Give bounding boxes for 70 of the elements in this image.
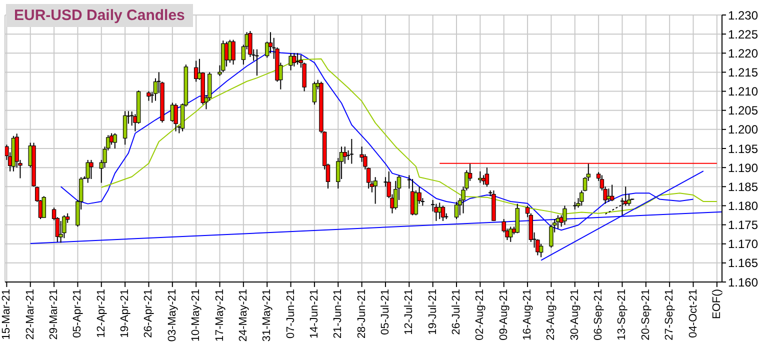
y-tick-label: 1.200 xyxy=(728,122,758,137)
candlestick xyxy=(295,52,300,66)
candlestick xyxy=(342,146,347,164)
candlestick xyxy=(508,226,513,242)
x-tick-label: 09-Aug-21 xyxy=(498,289,510,340)
x-tick-label: 28-Jun-21 xyxy=(356,289,368,339)
x-tick-label: 07-Jun-21 xyxy=(284,289,297,339)
candlestick xyxy=(248,30,252,58)
x-tick-label: EOF() xyxy=(710,289,723,319)
y-tick-label: 1.165 xyxy=(728,256,758,270)
x-tick-label: 31-May-21 xyxy=(261,289,274,342)
x-tick-label: 19-Apr-21 xyxy=(119,289,132,338)
candlestick xyxy=(62,214,66,239)
candlestick xyxy=(610,184,614,202)
candlestick xyxy=(484,167,490,188)
x-tick-label: 30-Aug-21 xyxy=(568,289,581,340)
x-tick-label: 22-Mar-21 xyxy=(24,289,36,340)
candlestick xyxy=(349,138,354,164)
x-tick-label: 26-Apr-21 xyxy=(142,289,155,338)
candlestick xyxy=(112,132,118,149)
x-tick-label: 27-Sep-21 xyxy=(664,289,676,340)
y-tick-label: 1.185 xyxy=(728,180,758,194)
x-tick-label: 13-Sep-21 xyxy=(616,289,628,340)
x-tick-label: 12-Apr-21 xyxy=(95,289,108,338)
candlestick xyxy=(42,196,46,218)
candlestick xyxy=(440,205,446,222)
y-tick-label: 1.210 xyxy=(728,84,758,99)
candlestick xyxy=(146,90,151,102)
candlestick xyxy=(292,52,296,67)
x-tick-label: 19-Jul-21 xyxy=(426,289,439,335)
candlestick xyxy=(312,81,317,106)
y-tick-label: 1.175 xyxy=(728,218,758,232)
candlestick xyxy=(254,48,260,76)
candlestick xyxy=(89,159,94,180)
x-tick-label: 10-May-21 xyxy=(190,289,202,342)
x-tick-label: 03-May-21 xyxy=(166,289,178,342)
x-tick-label: 20-Sep-21 xyxy=(640,289,652,340)
y-tick-label: 1.180 xyxy=(728,198,758,213)
y-tick-label: 1.215 xyxy=(728,65,758,80)
x-tick-label: 26-Jul-21 xyxy=(450,289,463,335)
candlestick xyxy=(86,159,90,184)
x-tick-label: 05-Apr-21 xyxy=(72,289,84,338)
y-tick-label: 1.160 xyxy=(728,275,758,290)
chart-title: EUR-USD Daily Candles xyxy=(6,4,193,27)
x-tick-label: 12-Jul-21 xyxy=(403,289,416,335)
x-tick-label: 23-Aug-21 xyxy=(545,289,558,340)
x-tick-label: 04-Oct-21 xyxy=(687,289,700,338)
x-tick-label: 16-Aug-21 xyxy=(522,289,534,340)
x-tick-label: 05-Jul-21 xyxy=(379,289,392,335)
y-tick-label: 1.220 xyxy=(728,46,758,60)
y-tick-label: 1.195 xyxy=(728,142,758,156)
candlestick xyxy=(122,110,128,146)
candlestick xyxy=(174,102,178,132)
y-tick-label: 1.190 xyxy=(728,160,758,175)
x-tick-label: 24-May-21 xyxy=(237,289,250,342)
candlestick xyxy=(454,201,459,220)
x-tick-label: 14-Jun-21 xyxy=(308,289,320,339)
candlestick xyxy=(538,243,544,258)
x-tick-label: 02-Aug-21 xyxy=(474,289,486,340)
y-tick-label: 1.225 xyxy=(728,27,758,42)
y-tick-label: 1.230 xyxy=(728,8,758,22)
x-tick-label: 29-Mar-21 xyxy=(48,289,60,340)
y-tick-label: 1.205 xyxy=(728,104,758,118)
candlestick xyxy=(231,39,236,66)
x-tick-label: 17-May-21 xyxy=(214,289,226,342)
y-tick-label: 1.170 xyxy=(728,237,758,252)
x-tick-label: 15-Mar-21 xyxy=(0,289,13,340)
x-tick-label: 21-Jun-21 xyxy=(332,289,344,339)
x-tick-label: 06-Sep-21 xyxy=(592,289,605,340)
candlestick xyxy=(373,176,378,204)
